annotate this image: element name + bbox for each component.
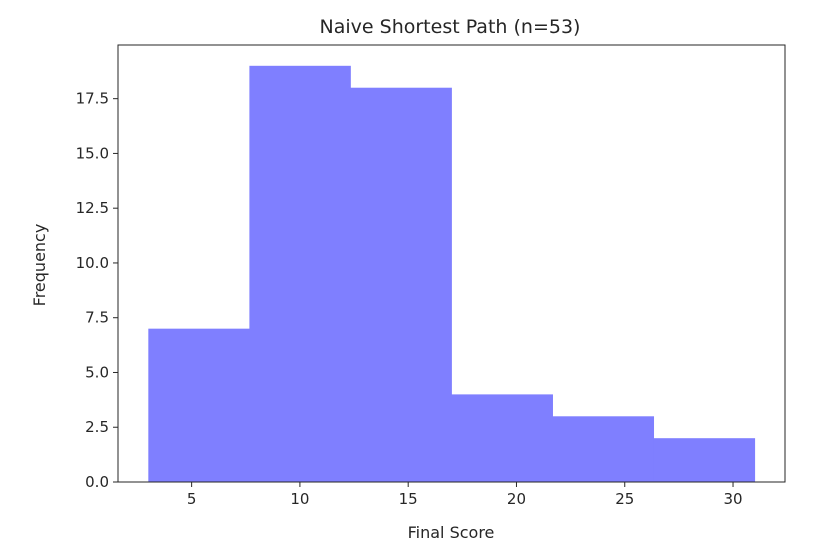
- y-tick-label: 7.5: [85, 309, 109, 327]
- y-tick-label: 2.5: [85, 418, 109, 436]
- y-axis-label: Frequency: [30, 224, 49, 307]
- x-tick-label: 20: [507, 490, 526, 508]
- histogram-bar: [552, 416, 655, 482]
- histogram-bar: [653, 438, 756, 482]
- histogram-bar: [350, 87, 452, 483]
- y-tick-label: 5.0: [85, 363, 109, 381]
- y-tick-label: 0.0: [85, 473, 109, 491]
- histogram-bar: [451, 394, 553, 482]
- bars-group: [148, 65, 756, 483]
- x-tick-label: 10: [290, 490, 309, 508]
- x-tick-label: 15: [399, 490, 418, 508]
- y-axis-ticks: 0.0 2.5 5.0 7.5 10.0 12.5 15.0 17.5: [76, 90, 118, 491]
- x-axis-ticks: 5 10 15 20 25 30: [187, 482, 743, 508]
- x-tick-label: 5: [187, 490, 197, 508]
- x-tick-label: 25: [615, 490, 634, 508]
- y-tick-label: 15.0: [76, 144, 109, 162]
- plot-frame: [117, 44, 786, 483]
- histogram-bar: [148, 328, 250, 482]
- x-tick-label: 30: [723, 490, 742, 508]
- chart-title: Naive Shortest Path (n=53): [320, 16, 581, 38]
- y-tick-label: 12.5: [76, 199, 109, 217]
- y-tick-label: 10.0: [76, 254, 109, 272]
- x-axis-label: Final Score: [408, 523, 495, 542]
- histogram-bar: [249, 65, 351, 482]
- y-tick-label: 17.5: [76, 90, 109, 108]
